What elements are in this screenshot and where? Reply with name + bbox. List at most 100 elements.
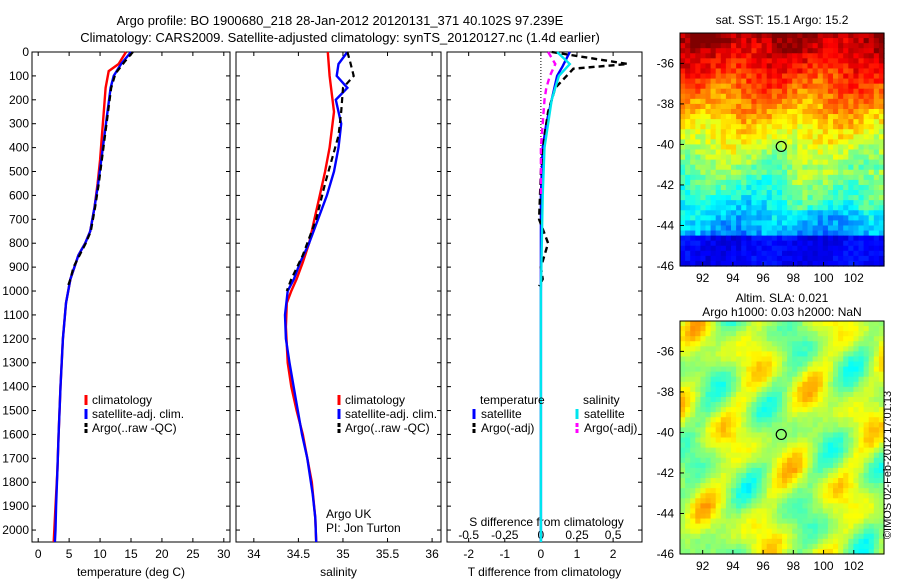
heatmap-cell <box>695 417 701 423</box>
heatmap-cell <box>838 346 844 352</box>
heatmap-cell <box>843 190 849 196</box>
heatmap-cell <box>680 331 686 337</box>
heatmap-cell <box>756 503 763 510</box>
heatmap-cell <box>710 260 717 267</box>
heatmap-cell <box>782 376 788 383</box>
heatmap-cell <box>807 427 814 434</box>
heatmap-cell <box>833 38 839 44</box>
heatmap-cell <box>710 427 717 434</box>
heatmap-cell <box>833 361 839 368</box>
heatmap-cell <box>838 98 844 105</box>
heatmap-cell <box>751 528 758 535</box>
heatmap-cell <box>873 478 880 484</box>
heatmap-cell <box>827 179 834 186</box>
heatmap-cell <box>878 437 885 444</box>
heatmap-cell <box>863 98 870 105</box>
heatmap-cell <box>776 513 783 520</box>
heatmap-cell <box>787 200 793 206</box>
heatmap-cell <box>868 341 875 347</box>
heatmap-cell <box>695 538 701 545</box>
heatmap-cell <box>776 538 783 545</box>
heatmap-cell <box>715 83 722 90</box>
heatmap-cell <box>771 498 778 504</box>
heatmap-cell <box>863 255 870 262</box>
heatmap-cell <box>705 508 712 515</box>
heatmap-cell <box>695 103 701 110</box>
heatmap-cell <box>797 230 803 237</box>
heatmap-cell <box>792 472 798 479</box>
heatmap-cell <box>705 149 712 156</box>
heatmap-cell <box>792 68 798 75</box>
heatmap-cell <box>817 93 824 100</box>
heatmap-cell <box>741 215 747 222</box>
heatmap-cell <box>710 195 717 201</box>
heatmap-cell <box>843 159 849 166</box>
heatmap-cell <box>776 488 783 494</box>
heatmap-cell <box>807 200 814 206</box>
heatmap-cell <box>771 134 778 140</box>
heatmap-cell <box>853 417 860 423</box>
heatmap-cell <box>700 396 707 403</box>
heatmap-cell <box>710 255 717 262</box>
heatmap-cell <box>827 346 834 352</box>
heatmap-cell <box>868 134 875 140</box>
heatmap-cell <box>766 114 773 120</box>
heatmap-cell <box>787 513 793 520</box>
heatmap-cell <box>792 149 798 156</box>
sla_map-x-tick-label: 102 <box>844 559 864 573</box>
heatmap-cell <box>863 169 870 176</box>
heatmap-cell <box>731 407 737 413</box>
heatmap-cell <box>812 179 819 186</box>
heatmap-cell <box>741 321 747 327</box>
heatmap-cell <box>848 144 854 151</box>
heatmap-cell <box>736 215 742 222</box>
heatmap-cell <box>817 154 824 161</box>
heatmap-cell <box>787 93 793 100</box>
sla_map-cells <box>680 321 885 555</box>
heatmap-cell <box>771 376 778 383</box>
heatmap-cell <box>878 396 885 403</box>
heatmap-cell <box>807 432 814 439</box>
heatmap-cell <box>812 528 819 535</box>
heatmap-cell <box>782 43 788 49</box>
heatmap-cell <box>761 543 768 550</box>
heatmap-cell <box>761 184 768 191</box>
heatmap-cell <box>812 508 819 515</box>
heatmap-cell <box>746 513 752 520</box>
heatmap-cell <box>843 48 849 54</box>
heatmap-cell <box>720 457 727 464</box>
heatmap-cell <box>843 68 849 75</box>
heatmap-cell <box>690 533 696 540</box>
heatmap-cell <box>690 523 696 530</box>
heatmap-cell <box>766 149 773 156</box>
heatmap-cell <box>736 488 742 494</box>
differences-x-tick-label: -1 <box>499 547 510 561</box>
heatmap-cell <box>863 381 870 388</box>
heatmap-cell <box>771 447 778 454</box>
heatmap-cell <box>838 235 844 242</box>
heatmap-cell <box>827 396 834 403</box>
heatmap-cell <box>812 159 819 166</box>
heatmap-cell <box>746 93 752 100</box>
heatmap-cell <box>802 139 809 146</box>
heatmap-cell <box>868 493 875 499</box>
heatmap-cell <box>812 144 819 151</box>
legend-group-temperature: temperature <box>480 393 545 407</box>
heatmap-cell <box>736 478 742 484</box>
heatmap-cell <box>807 43 814 49</box>
heatmap-cell <box>700 518 707 525</box>
heatmap-cell <box>827 321 834 327</box>
heatmap-cell <box>715 149 722 156</box>
heatmap-cell <box>792 391 798 398</box>
heatmap-cell <box>833 63 839 70</box>
heatmap-cell <box>731 159 737 166</box>
heatmap-cell <box>720 488 727 494</box>
heatmap-cell <box>715 437 722 444</box>
heatmap-cell <box>761 245 768 252</box>
heatmap-cell <box>843 437 849 444</box>
heatmap-cell <box>868 427 875 434</box>
heatmap-cell <box>848 346 854 352</box>
heatmap-cell <box>838 417 844 423</box>
heatmap-cell <box>873 174 880 181</box>
heatmap-cell <box>771 417 778 423</box>
